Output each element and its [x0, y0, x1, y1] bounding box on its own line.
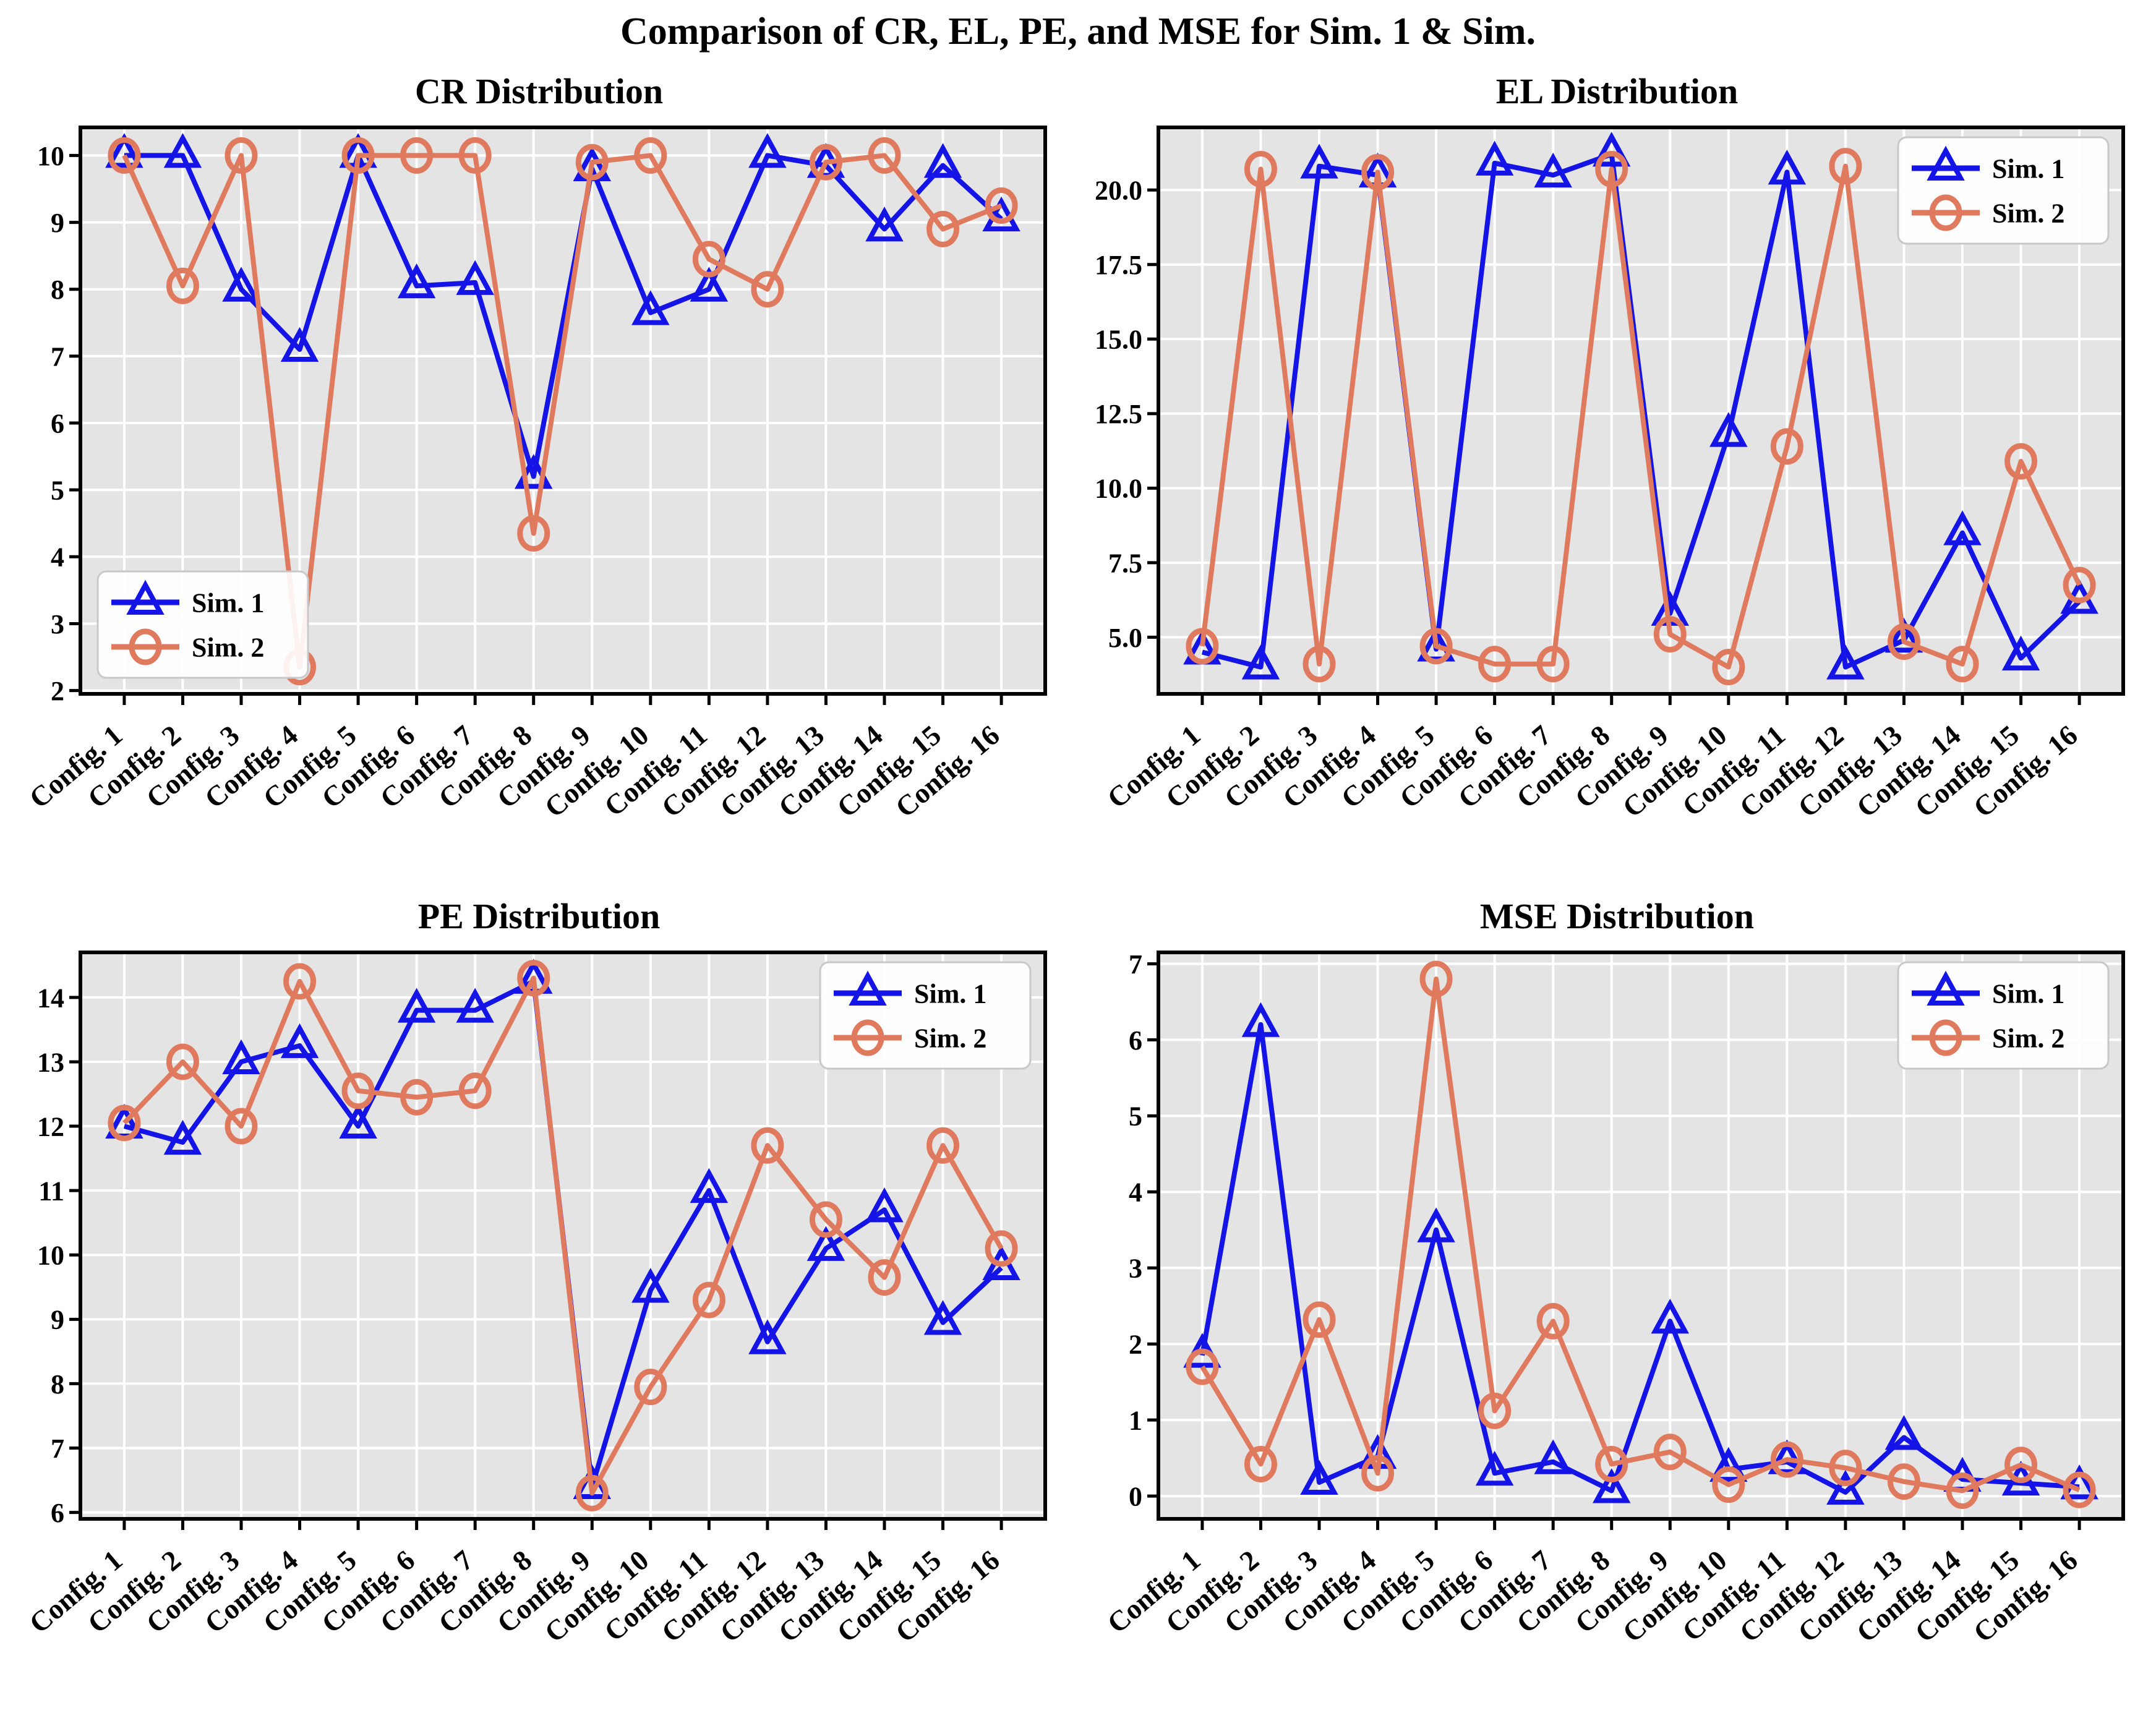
y-tick-label: 7: [51, 341, 64, 372]
y-tick-label: 1: [1129, 1406, 1142, 1436]
legend: Sim. 1 Sim. 2: [96, 570, 309, 679]
y-tick-label: 9: [51, 1305, 64, 1335]
legend: Sim. 1 Sim. 2: [1897, 961, 2109, 1070]
chart-cr-canvas: 2 3 4 5 6 7 8 9 10 Config. 1 Config. 2 Config. 3 Con…: [14, 114, 1065, 850]
legend-label: Sim. 1: [914, 978, 986, 1009]
chart-cr: CR Distribution 2 3 4 5 6 7 8 9 10 Config. 1 Confi…: [0, 69, 1078, 873]
axis-ticks: 0 1 2 3 4 5 6 7: [1129, 949, 2081, 1530]
chart-el-title: EL Distribution: [1495, 71, 1739, 111]
y-tick-label: 13: [37, 1047, 64, 1077]
series-sim2: [107, 137, 1018, 686]
y-tick-label: 7.5: [1108, 548, 1142, 578]
legend: Sim. 1 Sim. 2: [1897, 136, 2109, 245]
chart-mse-title: MSE Distribution: [1479, 896, 1755, 936]
chart-el: EL Distribution 5.0 7.5 10.0 12.5 15.0 17.5 20…: [1078, 69, 2156, 873]
axes-frame: [1156, 951, 2125, 1521]
y-tick-label: 20.0: [1095, 176, 1142, 206]
y-tick-label: 10: [37, 1241, 64, 1271]
y-tick-label: 12: [37, 1111, 64, 1142]
y-tick-label: 10.0: [1095, 474, 1142, 504]
y-tick-label: 10: [37, 141, 64, 171]
y-tick-label: 8: [51, 1369, 64, 1400]
charts-grid: CR Distribution 2 3 4 5 6 7 8 9 10 Config. 1 Confi…: [0, 69, 2156, 1698]
legend: Sim. 1 Sim. 2: [819, 961, 1031, 1070]
series-sim1: [105, 133, 1020, 489]
series-line: [1199, 977, 2081, 1494]
y-tick-label: 2: [1129, 1330, 1142, 1360]
y-tick-label: 6: [51, 408, 64, 438]
legend-label: Sim. 2: [1992, 198, 2064, 228]
y-tick-label: 5: [1129, 1101, 1142, 1132]
series-line: [124, 153, 1003, 479]
y-tick-label: 0: [1129, 1482, 1142, 1512]
series-line: [121, 153, 1003, 670]
axis-ticks: 2 3 4 5 6 7 8 9 10: [37, 141, 1003, 706]
y-tick-label: 5.0: [1108, 623, 1142, 653]
legend-label: Sim. 1: [192, 588, 264, 618]
chart-mse-canvas: 0 1 2 3 4 5 6 7 Config. 1 Config. 2 Config. 3 Confi…: [1092, 939, 2143, 1675]
series-sim2: [107, 960, 1018, 1511]
legend-label: Sim. 2: [192, 632, 264, 662]
y-tick-label: 6: [51, 1498, 64, 1528]
series-sim2: [1185, 960, 2096, 1510]
axes-frame: [78, 126, 1047, 696]
y-tick-label: 4: [1129, 1177, 1142, 1208]
legend-label: Sim. 2: [914, 1023, 986, 1053]
chart-el-canvas: 5.0 7.5 10.0 12.5 15.0 17.5 20.0 Config. 1 Confi…: [1092, 114, 2143, 850]
legend-label: Sim. 1: [1992, 153, 2064, 184]
chart-mse: MSE Distribution 0 1 2 3 4 5 6 7 Config. 1 Config…: [1078, 894, 2156, 1698]
figure-title: Comparison of CR, EL, PE, and MSE for Si…: [620, 11, 1536, 53]
axes-frame: [1156, 126, 2125, 696]
y-tick-label: 12.5: [1095, 399, 1142, 429]
series-line: [1199, 163, 2082, 670]
y-tick-label: 3: [51, 609, 64, 639]
y-tick-label: 17.5: [1095, 250, 1142, 280]
y-tick-label: 8: [51, 275, 64, 305]
y-tick-label: 6: [1129, 1025, 1142, 1056]
axes-frame: [78, 951, 1047, 1521]
el-plot-svg: 5.0 7.5 10.0 12.5 15.0 17.5 20.0 Config. 1Confi…: [1095, 126, 2125, 824]
y-tick-label: 15.0: [1095, 325, 1142, 355]
y-tick-label: 7: [51, 1434, 64, 1464]
chart-pe-canvas: 6 7 8 9 10 11 12 13 14 Config. 1 Config. 2 Config. …: [14, 939, 1065, 1675]
y-tick-label: 5: [51, 476, 64, 506]
chart-cr-title: CR Distribution: [414, 71, 664, 111]
y-tick-label: 7: [1129, 949, 1142, 980]
y-tick-label: 4: [51, 542, 64, 573]
series-line: [1199, 1022, 2079, 1495]
gridlines: [1158, 127, 2123, 694]
chart-pe-title: PE Distribution: [417, 896, 661, 936]
legend-label: Sim. 1: [1992, 978, 2064, 1009]
legend-label: Sim. 2: [1992, 1023, 2064, 1053]
series-line: [122, 975, 1004, 1496]
y-tick-label: 3: [1129, 1254, 1142, 1284]
y-tick-label: 9: [51, 208, 64, 238]
series-sim2: [1185, 148, 2096, 686]
y-tick-label: 2: [51, 676, 64, 706]
y-tick-label: 11: [38, 1176, 64, 1207]
y-tick-label: 14: [37, 983, 64, 1013]
